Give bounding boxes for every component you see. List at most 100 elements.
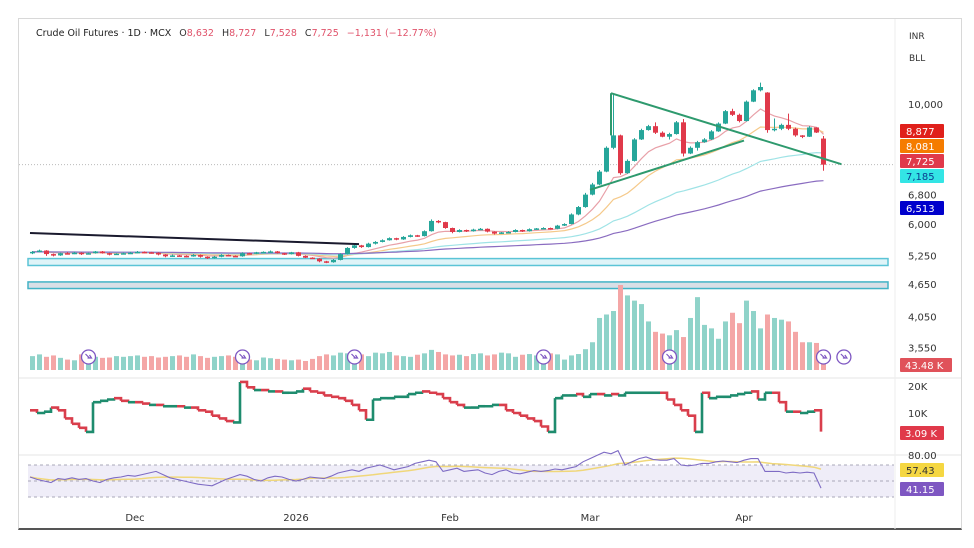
candle-body[interactable]: [429, 220, 434, 232]
candle-body[interactable]: [534, 228, 539, 230]
candle-body[interactable]: [394, 238, 399, 240]
candle-body[interactable]: [205, 256, 210, 259]
candle-body[interactable]: [247, 253, 252, 255]
candle-body[interactable]: [506, 232, 511, 234]
candle-body[interactable]: [142, 251, 147, 254]
candle-body[interactable]: [261, 251, 266, 254]
support-zone-upper[interactable]: [27, 257, 889, 267]
candle-body[interactable]: [457, 229, 462, 233]
candle-body[interactable]: [618, 135, 623, 174]
candle-body[interactable]: [156, 252, 161, 255]
candle-body[interactable]: [366, 243, 371, 248]
candle-body[interactable]: [226, 254, 231, 257]
candle-body[interactable]: [807, 127, 812, 137]
candle-body[interactable]: [730, 111, 735, 115]
candle-body[interactable]: [212, 256, 217, 259]
candle-body[interactable]: [786, 124, 791, 129]
candle-body[interactable]: [177, 255, 182, 257]
candle-body[interactable]: [51, 254, 56, 256]
candle-body[interactable]: [289, 252, 294, 255]
candle-body[interactable]: [471, 229, 476, 232]
candle-body[interactable]: [674, 122, 679, 135]
candle-body[interactable]: [646, 126, 651, 131]
candle-body[interactable]: [660, 132, 665, 137]
candle-body[interactable]: [324, 261, 329, 263]
candle-body[interactable]: [499, 232, 504, 234]
candle-body[interactable]: [128, 252, 133, 255]
candle-body[interactable]: [114, 253, 119, 256]
candle-body[interactable]: [527, 229, 532, 232]
candle-body[interactable]: [562, 224, 567, 226]
candle-body[interactable]: [709, 131, 714, 140]
candle-body[interactable]: [443, 222, 448, 228]
candle-body[interactable]: [303, 255, 308, 258]
candle-body[interactable]: [821, 138, 826, 165]
candle-body[interactable]: [765, 92, 770, 131]
candle-body[interactable]: [555, 225, 560, 229]
candle-body[interactable]: [751, 90, 756, 102]
candle-body[interactable]: [492, 231, 497, 234]
candle-body[interactable]: [170, 255, 175, 257]
candle-body[interactable]: [548, 227, 553, 230]
candle-body[interactable]: [681, 122, 686, 154]
candle-body[interactable]: [219, 254, 224, 257]
candle-body[interactable]: [93, 251, 98, 254]
candle-body[interactable]: [79, 252, 84, 255]
candle-body[interactable]: [100, 251, 105, 254]
candle-body[interactable]: [380, 240, 385, 242]
candle-body[interactable]: [485, 228, 490, 232]
candle-body[interactable]: [576, 207, 581, 215]
candle-body[interactable]: [422, 231, 427, 237]
candle-body[interactable]: [149, 252, 154, 254]
candle-body[interactable]: [345, 247, 350, 255]
candle-body[interactable]: [667, 134, 672, 137]
candle-body[interactable]: [541, 227, 546, 230]
candle-body[interactable]: [359, 245, 364, 248]
unit-scale-label[interactable]: BLL: [909, 54, 926, 64]
candle-body[interactable]: [716, 123, 721, 132]
candle-body[interactable]: [163, 254, 168, 257]
candle-body[interactable]: [338, 254, 343, 260]
upper-triangle-line[interactable]: [610, 92, 842, 166]
candle-body[interactable]: [793, 128, 798, 136]
candle-body[interactable]: [310, 257, 315, 260]
candle-body[interactable]: [121, 253, 126, 255]
candle-body[interactable]: [72, 252, 77, 255]
candle-body[interactable]: [478, 228, 483, 231]
candle-body[interactable]: [604, 147, 609, 172]
candle-body[interactable]: [233, 255, 238, 258]
candle-body[interactable]: [772, 128, 777, 131]
candle-body[interactable]: [520, 229, 525, 232]
candle-body[interactable]: [611, 135, 616, 148]
candle-body[interactable]: [569, 214, 574, 225]
candle-body[interactable]: [744, 101, 749, 122]
candle-body[interactable]: [702, 139, 707, 143]
candle-body[interactable]: [800, 135, 805, 137]
candle-body[interactable]: [625, 160, 630, 174]
candle-body[interactable]: [254, 252, 259, 254]
candle-body[interactable]: [240, 253, 245, 257]
candle-body[interactable]: [779, 124, 784, 129]
candle-body[interactable]: [597, 171, 602, 185]
black-trendline[interactable]: [29, 232, 360, 246]
candle-body[interactable]: [387, 238, 392, 241]
candle-body[interactable]: [695, 142, 700, 148]
candle-body[interactable]: [107, 253, 112, 255]
candle-body[interactable]: [352, 245, 357, 248]
candle-body[interactable]: [268, 251, 273, 253]
candle-body[interactable]: [184, 255, 189, 258]
lower-triangle-line[interactable]: [589, 139, 745, 191]
candle-body[interactable]: [513, 229, 518, 233]
candle-body[interactable]: [688, 147, 693, 154]
candle-body[interactable]: [58, 253, 63, 256]
candle-body[interactable]: [758, 87, 763, 91]
candle-body[interactable]: [450, 227, 455, 233]
candle-body[interactable]: [464, 229, 469, 232]
candle-body[interactable]: [373, 241, 378, 244]
candle-body[interactable]: [317, 258, 322, 262]
candle-body[interactable]: [331, 259, 336, 263]
candle-body[interactable]: [632, 139, 637, 161]
candle-body[interactable]: [275, 251, 280, 254]
candle-body[interactable]: [282, 253, 287, 255]
candle-body[interactable]: [401, 236, 406, 240]
